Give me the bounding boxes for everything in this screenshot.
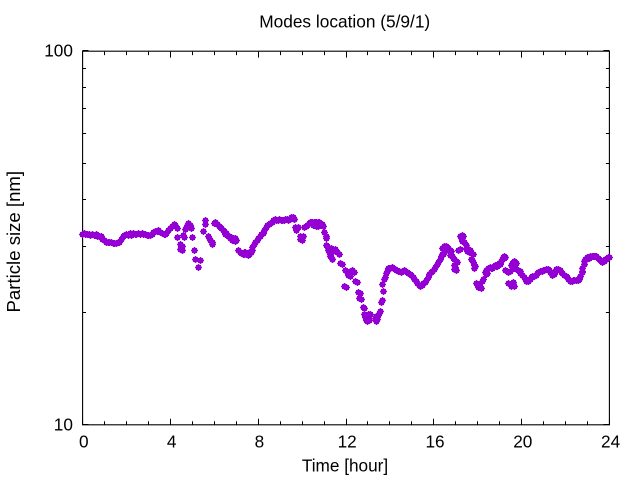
svg-text:16: 16 xyxy=(425,431,444,451)
svg-text:4: 4 xyxy=(167,431,177,451)
svg-text:24: 24 xyxy=(601,431,621,451)
svg-text:10: 10 xyxy=(54,414,73,434)
svg-text:Time [hour]: Time [hour] xyxy=(302,456,388,476)
svg-text:12: 12 xyxy=(338,431,357,451)
svg-text:0: 0 xyxy=(79,431,89,451)
svg-text:20: 20 xyxy=(513,431,532,451)
svg-text:Particle size [nm]: Particle size [nm] xyxy=(3,171,24,313)
svg-text:8: 8 xyxy=(255,431,265,451)
svg-text:Modes location (5/9/1): Modes location (5/9/1) xyxy=(259,11,430,31)
svg-text:100: 100 xyxy=(44,41,73,61)
